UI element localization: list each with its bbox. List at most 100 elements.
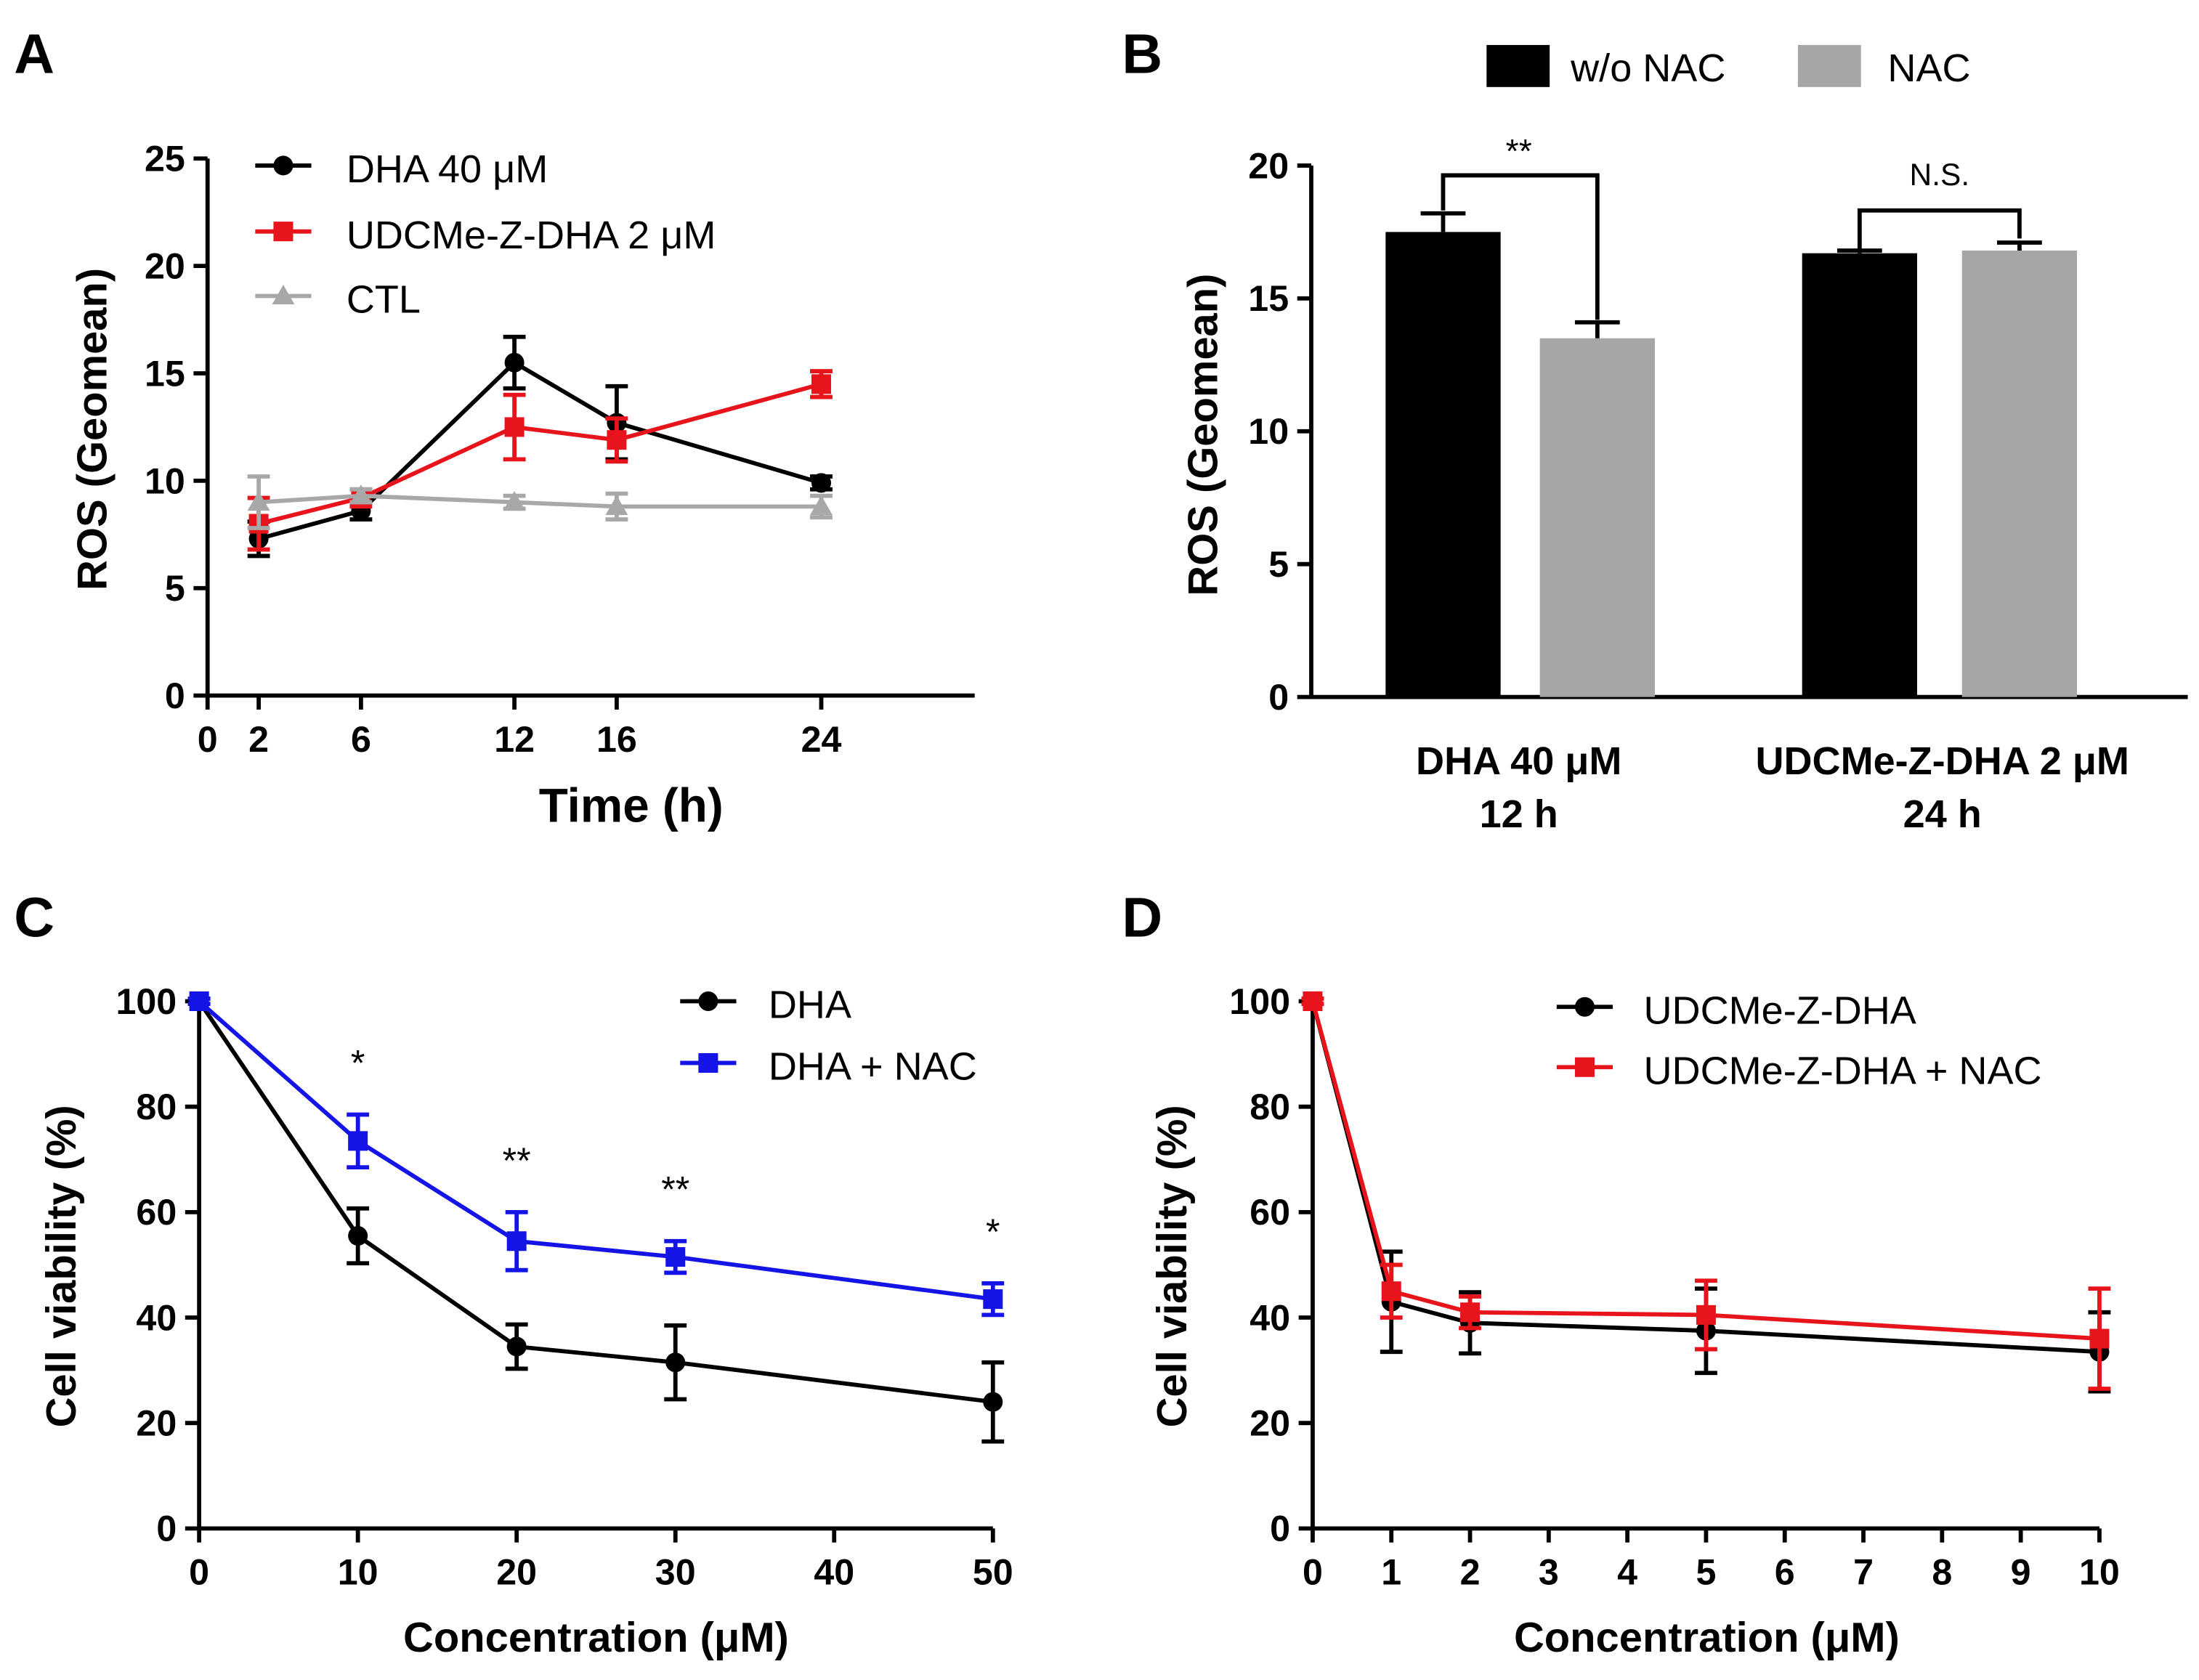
legend-label-d-udcme: UDCMe-Z-DHA <box>1644 989 1916 1032</box>
y-tick-label-5: 5 <box>165 568 185 609</box>
y-tick-label-40: 40 <box>136 1297 177 1338</box>
panel-b-group1-line2: 12 h <box>1480 792 1558 836</box>
y-tick-label-5: 5 <box>1268 544 1289 585</box>
panel-a-letter: A <box>14 23 54 86</box>
x-tick-label-12: 12 <box>494 719 535 760</box>
bar-nac-1 <box>1961 251 2078 697</box>
y-tick-label-100: 100 <box>116 981 177 1022</box>
x-tick-label-9: 9 <box>2011 1552 2031 1593</box>
data-point <box>983 1392 1003 1412</box>
x-tick-label-10: 10 <box>2079 1552 2120 1593</box>
bar-w-o-nac-1 <box>1802 253 1917 697</box>
x-tick-label-0: 0 <box>189 1552 209 1593</box>
series-udcme-z-dha-nac <box>1301 991 2111 1391</box>
x-tick-label-2: 2 <box>248 719 269 760</box>
y-tick-label-15: 15 <box>145 353 185 394</box>
data-point <box>983 1289 1003 1310</box>
legend-label-ctl: CTL <box>347 278 421 322</box>
panel-b-significance: ** N.S. <box>1441 132 2022 320</box>
y-tick-label-0: 0 <box>156 1509 177 1549</box>
panel-b-group1-line1: DHA 40 μM <box>1416 739 1621 783</box>
y-tick-label-0: 0 <box>1270 1509 1290 1549</box>
data-point <box>2089 1328 2110 1349</box>
data-point <box>605 495 628 515</box>
data-point <box>504 352 525 373</box>
y-tick-label-20: 20 <box>136 1403 177 1444</box>
data-point <box>247 491 270 511</box>
y-tick-label-0: 0 <box>165 675 185 716</box>
legend-marker-dha <box>273 155 293 176</box>
legend-marker-ctl <box>272 285 295 305</box>
series-ctl <box>247 474 833 530</box>
data-point <box>1460 1302 1481 1323</box>
y-tick-label-10: 10 <box>145 460 185 501</box>
y-tick-label-20: 20 <box>145 246 185 287</box>
panel-b-ticks: 0 5 10 15 20 <box>1248 145 2188 718</box>
panel-d-ticks: 0 20 40 60 80 100 0 1 2 3 4 5 6 7 8 9 10 <box>1229 981 2120 1593</box>
bar-w-o-nac-0 <box>1385 232 1501 697</box>
legend-swatch-without-nac <box>1486 44 1550 87</box>
data-point <box>504 417 525 437</box>
x-tick-label-0: 0 <box>1303 1552 1323 1593</box>
data-point <box>1303 991 1323 1012</box>
series-dha <box>187 991 1005 1444</box>
data-point <box>506 1336 527 1357</box>
y-tick-label-20: 20 <box>1248 145 1289 186</box>
x-tick-label-24: 24 <box>801 719 842 760</box>
sig-bracket-dha <box>1441 173 1600 320</box>
bar-nac-0 <box>1539 338 1655 697</box>
panel-b-group2-line2: 24 h <box>1903 792 1982 836</box>
panel-c-letter: C <box>14 887 54 949</box>
panel-b-bars <box>1385 211 2078 697</box>
series-line-dha-40-m <box>258 360 822 541</box>
y-tick-label-20: 20 <box>1250 1403 1290 1444</box>
y-tick-label-40: 40 <box>1250 1297 1290 1338</box>
y-tick-label-10: 10 <box>1248 411 1289 452</box>
sig-text-dha: ** <box>1506 132 1532 170</box>
legend-marker-c-dha <box>698 991 718 1012</box>
panel-c-ticks: 0 20 40 60 80 100 0 10 20 30 40 50 <box>116 981 1013 1593</box>
x-tick-label-6: 6 <box>1775 1552 1795 1593</box>
x-tick-label-20: 20 <box>496 1552 537 1593</box>
x-tick-label-6: 6 <box>351 719 371 760</box>
panel-d-ylabel: Cell viability (%) <box>1149 1105 1196 1427</box>
sig-marker: * <box>986 1212 1000 1252</box>
sig-bracket-udcme <box>1857 208 2022 250</box>
legend-swatch-nac <box>1797 44 1861 87</box>
y-tick-label-15: 15 <box>1248 278 1289 319</box>
data-point <box>665 1247 686 1267</box>
legend-label-c-dha: DHA <box>769 983 851 1027</box>
panel-c-legend: DHA DHA + NAC <box>680 983 977 1089</box>
x-tick-label-10: 10 <box>338 1552 378 1593</box>
x-tick-label-5: 5 <box>1696 1552 1716 1593</box>
x-tick-label-30: 30 <box>655 1552 696 1593</box>
data-point <box>811 473 832 493</box>
y-tick-label-60: 60 <box>136 1192 177 1233</box>
y-tick-label-80: 80 <box>1250 1087 1290 1127</box>
y-tick-label-25: 25 <box>145 139 185 179</box>
panel-d-series <box>1301 991 2111 1394</box>
panel-d: D Cell viability (%) Concentration (μM) … <box>1122 887 2119 1662</box>
x-tick-label-2: 2 <box>1460 1552 1481 1593</box>
legend-marker-d-udcme <box>1574 997 1595 1017</box>
legend-label-d-nac: UDCMe-Z-DHA + NAC <box>1644 1049 2042 1092</box>
data-point <box>1696 1304 1716 1325</box>
legend-label-without-nac: w/o NAC <box>1570 46 1725 90</box>
x-tick-label-4: 4 <box>1617 1552 1637 1593</box>
y-tick-label-60: 60 <box>1250 1192 1290 1233</box>
y-tick-label-100: 100 <box>1229 981 1290 1022</box>
data-point <box>189 991 209 1012</box>
legend-marker-c-nac <box>698 1052 718 1073</box>
data-point <box>1381 1281 1401 1302</box>
panel-a-series <box>247 334 833 559</box>
panel-c-series <box>187 991 1005 1444</box>
panel-c-significance: ****** <box>351 1043 1000 1252</box>
x-tick-label-8: 8 <box>1932 1552 1952 1593</box>
data-point <box>348 1226 368 1246</box>
panel-b-letter: B <box>1122 23 1162 86</box>
x-tick-label-7: 7 <box>1853 1552 1874 1593</box>
x-tick-label-16: 16 <box>596 719 637 760</box>
